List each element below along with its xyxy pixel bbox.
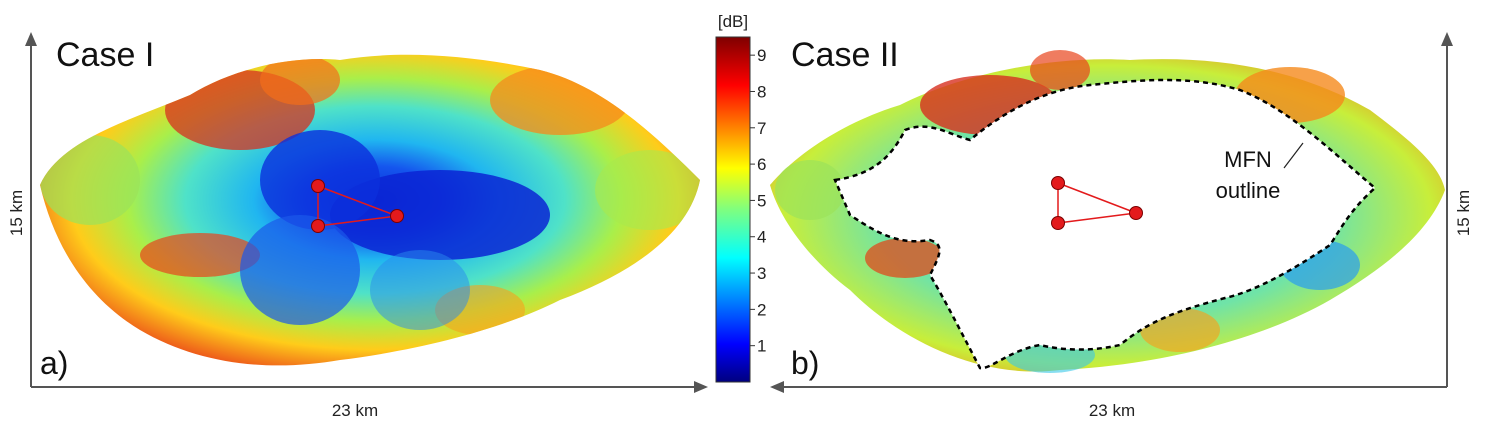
annotation-leader-line bbox=[1283, 142, 1304, 169]
case-label-b: Case II bbox=[791, 36, 899, 74]
x-dimension-label-b: 23 km bbox=[1089, 401, 1135, 420]
panel-letter-a: a) bbox=[40, 345, 68, 381]
transmitter-network-b bbox=[1051, 176, 1143, 230]
case-label-a: Case I bbox=[56, 36, 154, 74]
coverage-map-b bbox=[770, 50, 1445, 373]
annotation-outline: outline bbox=[1216, 178, 1281, 203]
colorbar: [dB] 9 8 7 6 5 4 3 2 1 bbox=[715, 12, 766, 383]
colorbar-tick-label: 3 bbox=[757, 264, 766, 283]
mfn-outline bbox=[833, 78, 1377, 370]
colorbar-ticks: 9 8 7 6 5 4 3 2 1 bbox=[750, 46, 766, 356]
colorbar-tick-label: 1 bbox=[757, 337, 766, 356]
x-axis-arrow-a bbox=[694, 381, 708, 393]
x-dimension-label-a: 23 km bbox=[332, 401, 378, 420]
transmitter-marker bbox=[311, 179, 325, 193]
transmitter-marker bbox=[1051, 176, 1065, 190]
annotation-mfn: MFN bbox=[1224, 147, 1272, 172]
panel-letter-b: b) bbox=[791, 345, 819, 381]
colorbar-tick-label: 4 bbox=[757, 228, 766, 247]
colorbar-tick-label: 5 bbox=[757, 191, 766, 210]
y-axis-arrow-a bbox=[25, 32, 37, 46]
colorbar-tick-label: 6 bbox=[757, 155, 766, 174]
panel-a: Case I a) 23 km 15 km bbox=[7, 32, 708, 420]
coverage-map-a bbox=[40, 54, 700, 366]
colorbar-tick-label: 8 bbox=[757, 82, 766, 101]
colorbar-tick-label: 2 bbox=[757, 300, 766, 319]
transmitter-marker bbox=[1051, 216, 1065, 230]
colorbar-tick-label: 9 bbox=[757, 46, 766, 65]
transmitter-network-a bbox=[311, 179, 404, 233]
colorbar-unit-label: [dB] bbox=[718, 12, 748, 31]
panel-b: MFN outline Case II b) 23 km 15 km bbox=[770, 32, 1473, 420]
y-dimension-label-a: 15 km bbox=[7, 190, 26, 236]
colorbar-gradient bbox=[715, 36, 751, 383]
x-axis-arrow-b bbox=[770, 381, 784, 393]
y-dimension-label-b: 15 km bbox=[1454, 190, 1473, 236]
y-axis-arrow-b bbox=[1441, 32, 1453, 46]
colorbar-tick-label: 7 bbox=[757, 119, 766, 138]
transmitter-marker bbox=[311, 219, 325, 233]
transmitter-marker bbox=[1129, 206, 1143, 220]
transmitter-marker bbox=[390, 209, 404, 223]
